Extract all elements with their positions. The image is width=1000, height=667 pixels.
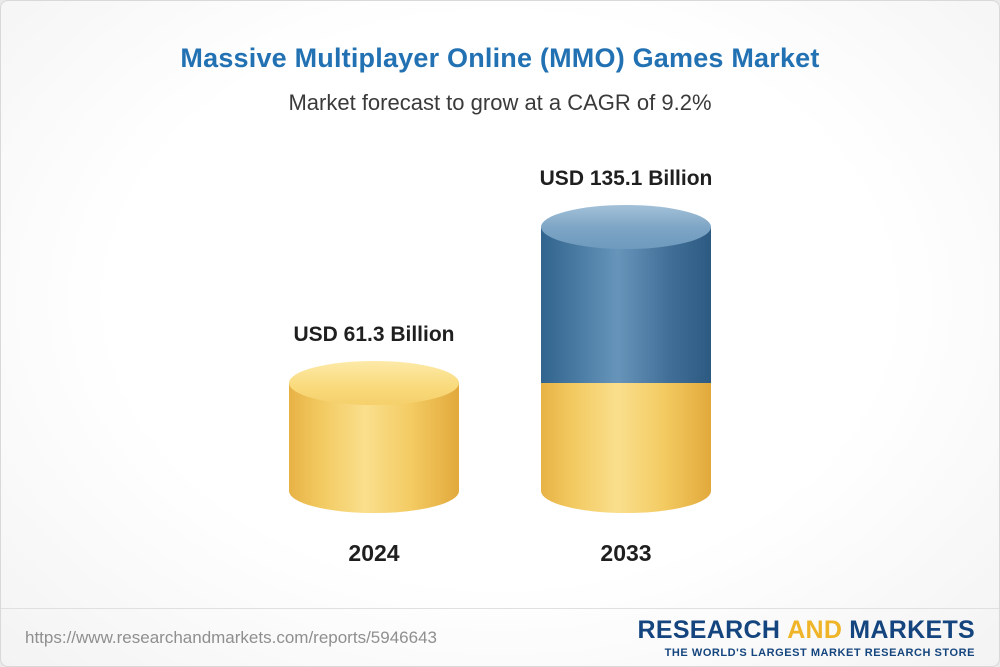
chart-subtitle: Market forecast to grow at a CAGR of 9.2…: [288, 90, 712, 115]
axis-label-2033: 2033: [600, 540, 652, 566]
cylinder-base-segment-2033: [541, 383, 711, 513]
bar-2033: USD 135.1 Billion 2033: [539, 166, 713, 566]
logo-word-research: RESEARCH: [637, 616, 781, 644]
research-and-markets-logo: RESEARCH AND MARKETS THE WORLD'S LARGEST…: [638, 616, 976, 659]
logo-word-and: AND: [787, 616, 843, 644]
logo-tagline: THE WORLD'S LARGEST MARKET RESEARCH STOR…: [664, 647, 975, 659]
bar-2024: USD 61.3 Billion 2024: [289, 323, 459, 566]
chart-area: USD 61.3 Billion 2024 USD 135.1 Billion …: [1, 151, 999, 601]
logo-word-markets: MARKETS: [849, 616, 975, 644]
cylinder-growth-segment-2033: [541, 226, 711, 384]
chart-title: Massive Multiplayer Online (MMO) Games M…: [180, 43, 820, 73]
axis-label-2024: 2024: [348, 540, 400, 566]
cylinder-2024: 2024: [289, 361, 459, 566]
report-url: https://www.researchandmarkets.com/repor…: [25, 627, 437, 647]
chart-header: Massive Multiplayer Online (MMO) Games M…: [1, 43, 999, 116]
bar-value-label-2033: USD 135.1 Billion: [539, 166, 713, 190]
cylinder-top-ellipse-gold: [289, 361, 459, 406]
bar-value-label-2024: USD 61.3 Billion: [293, 323, 455, 347]
footer: https://www.researchandmarkets.com/repor…: [1, 608, 999, 666]
cylinder-top-ellipse-blue: [541, 204, 711, 249]
logo-wordmark: RESEARCH AND MARKETS: [638, 616, 976, 645]
cylinder-2033: 2033: [541, 204, 711, 566]
